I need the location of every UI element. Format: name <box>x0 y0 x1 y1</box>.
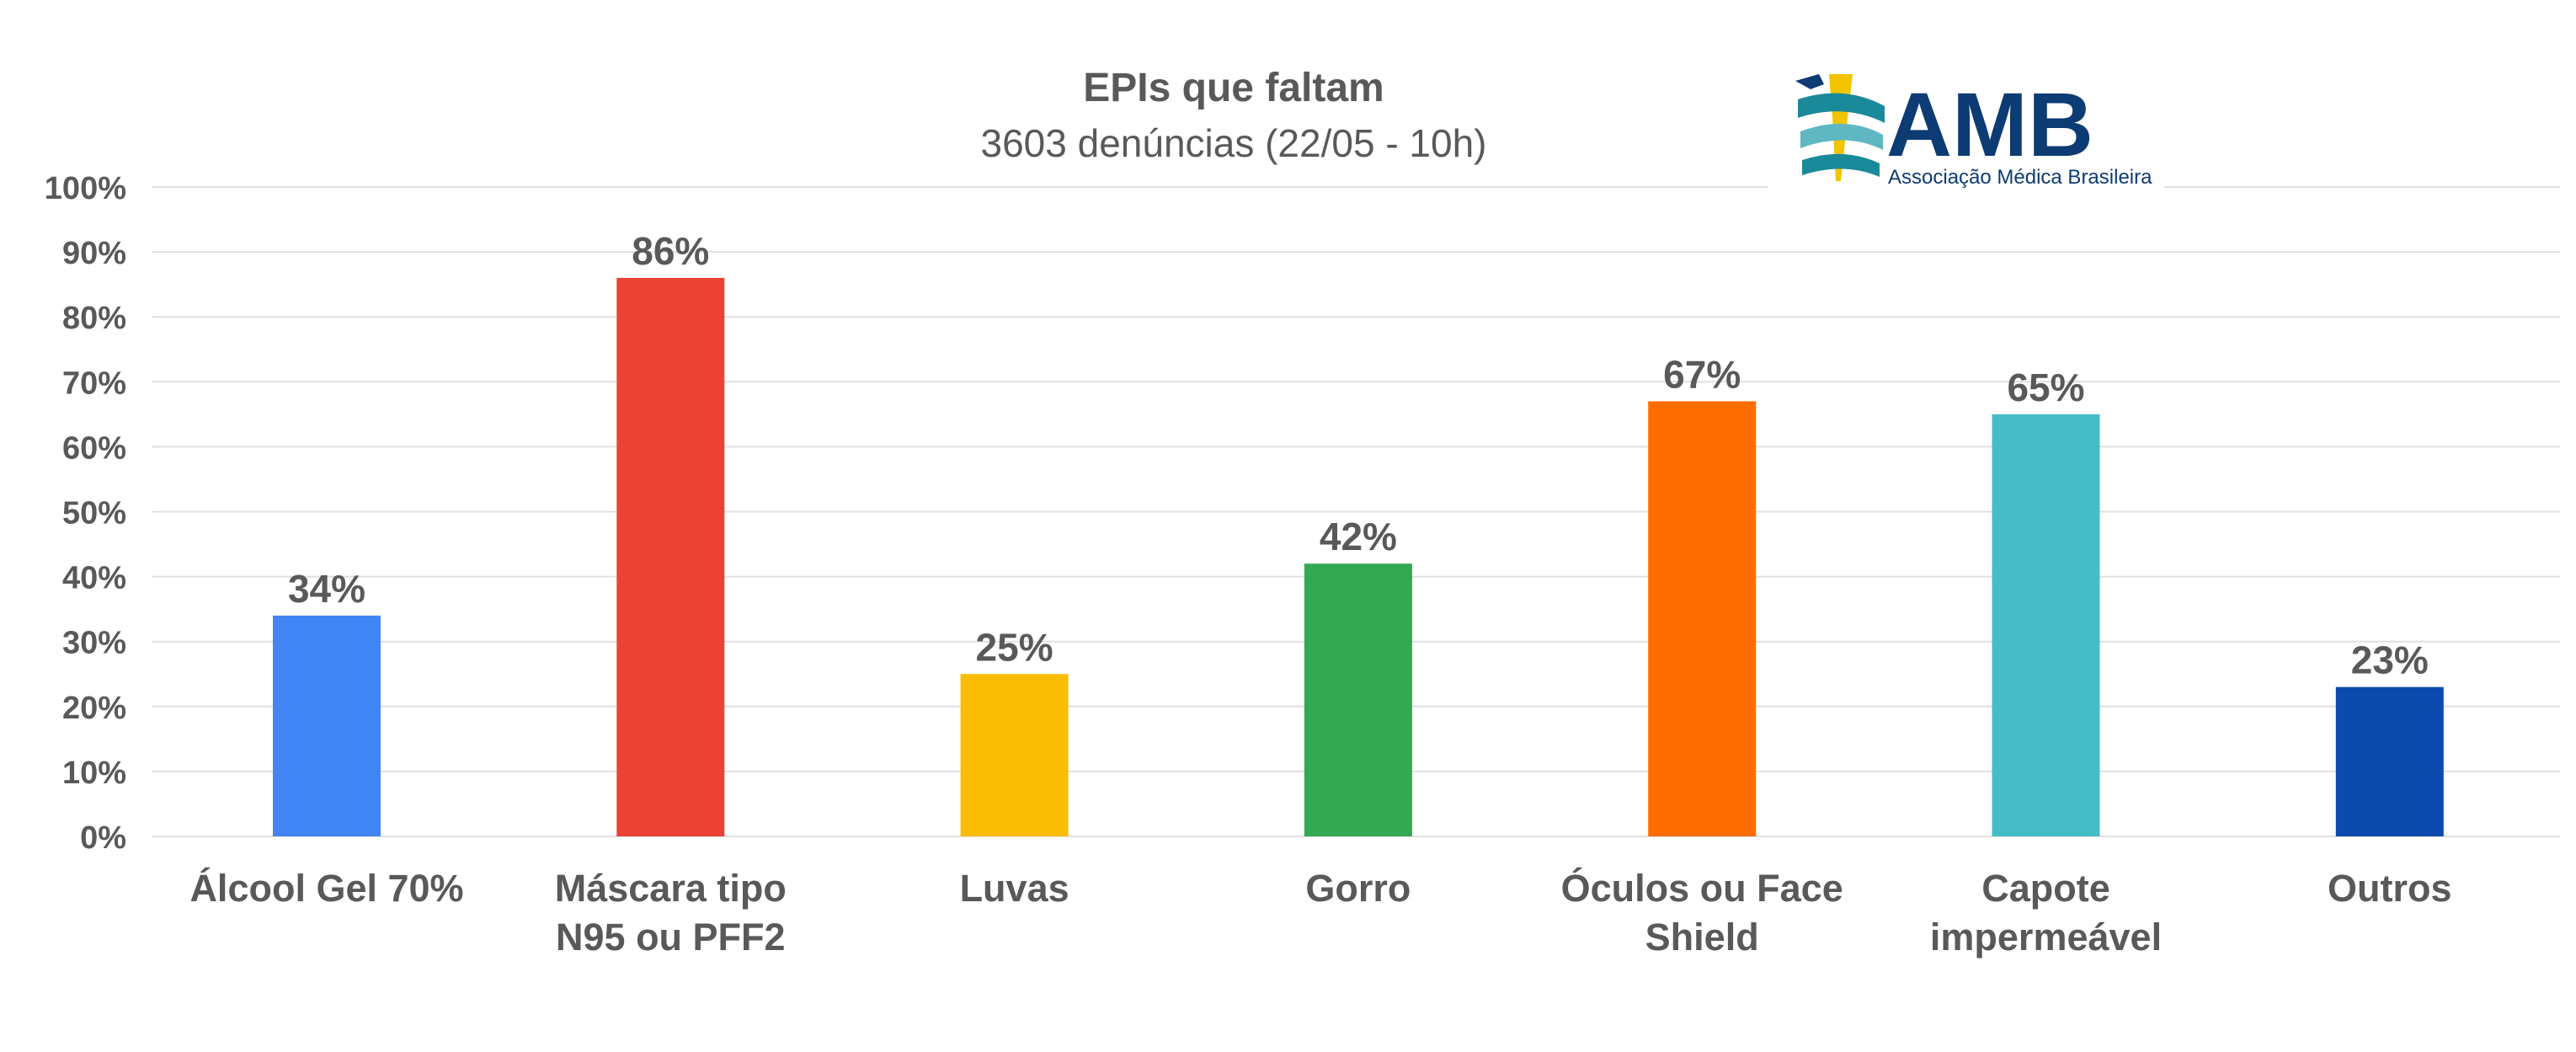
data-label: 34% <box>288 567 365 611</box>
x-tick-label: Óculos ou Face <box>1561 867 1843 910</box>
y-tick-label: 90% <box>62 236 126 271</box>
bar <box>1648 401 1757 836</box>
data-label: 86% <box>632 229 709 273</box>
chart-title: EPIs que faltam <box>1083 66 1384 110</box>
amb-logo: AMB Associação Médica Brasileira <box>1768 59 2164 194</box>
data-label: 23% <box>2351 638 2429 682</box>
y-tick-label: 0% <box>80 820 126 856</box>
y-tick-label: 20% <box>62 691 126 726</box>
bar <box>960 674 1069 836</box>
data-label: 25% <box>976 625 1053 669</box>
bar <box>2335 686 2444 836</box>
y-tick-label: 10% <box>62 756 126 791</box>
bar <box>1992 414 2100 836</box>
bar <box>616 277 725 836</box>
x-tick-label: Álcool Gel 70% <box>189 867 463 910</box>
caduceus-icon <box>1795 74 1885 181</box>
y-tick-label: 30% <box>62 626 126 661</box>
y-tick-label: 50% <box>62 496 126 531</box>
x-tick-label: N95 ou PFF2 <box>556 916 786 959</box>
y-tick-label: 60% <box>62 430 126 466</box>
x-tick-label: Luvas <box>960 867 1069 910</box>
chart-subtitle: 3603 denúncias (22/05 - 10h) <box>981 121 1487 165</box>
y-tick-label: 70% <box>62 366 126 401</box>
x-tick-label: Capote <box>1981 867 2110 910</box>
x-tick-label: Outros <box>2328 867 2452 910</box>
bar <box>1304 563 1412 836</box>
y-tick-label: 100% <box>45 171 126 206</box>
data-labels: 34% 86% 25% 42% 67% 65% 23% <box>288 229 2429 682</box>
x-tick-label: Gorro <box>1305 867 1411 910</box>
y-tick-label: 40% <box>62 561 126 596</box>
y-axis: 0% 10% 20% 30% 40% 50% 60% 70% 80% 90% 100% <box>45 171 126 856</box>
x-tick-label: Shield <box>1645 916 1759 959</box>
data-label: 65% <box>2007 366 2084 409</box>
data-label: 67% <box>1663 352 1741 396</box>
x-tick-label: impermeável <box>1930 916 2162 959</box>
logo-tagline: Associação Médica Brasileira <box>1888 166 2152 189</box>
x-axis: Álcool Gel 70% Máscara tipo N95 ou PFF2 Luv… <box>189 867 2451 959</box>
logo-name: AMB <box>1886 73 2093 175</box>
bar <box>273 615 381 836</box>
data-label: 42% <box>1320 515 1397 558</box>
y-tick-label: 80% <box>62 301 126 336</box>
bars <box>273 277 2444 836</box>
x-tick-label: Máscara tipo <box>555 867 787 910</box>
